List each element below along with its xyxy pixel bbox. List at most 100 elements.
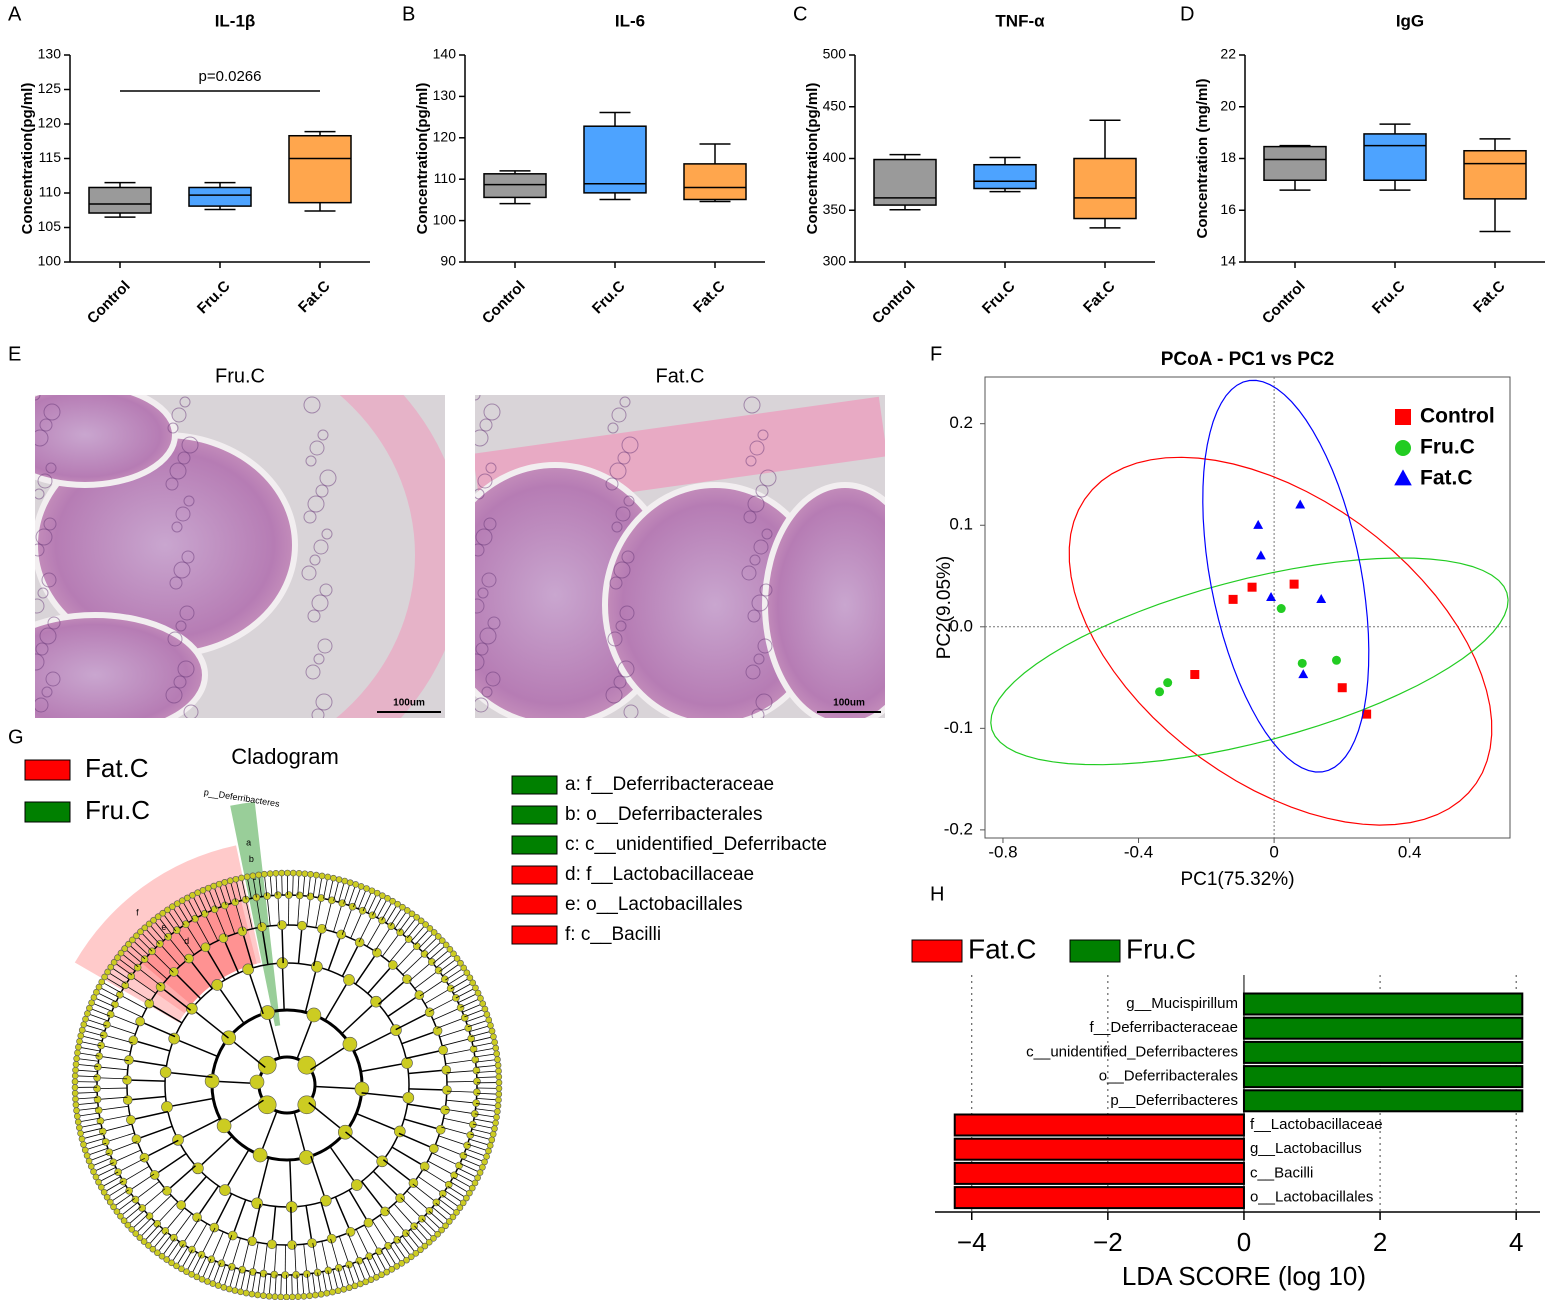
tree-node (441, 975, 449, 984)
tree-branch (467, 1019, 489, 1028)
goblet-cell (757, 429, 769, 441)
tree-branch (476, 1097, 499, 1101)
tree-node (438, 937, 446, 944)
tree-node (100, 1188, 108, 1196)
tree-node (80, 1141, 87, 1148)
tree-branch (445, 1059, 476, 1065)
tree-node (324, 873, 332, 881)
tree-branch (152, 1231, 168, 1250)
tree-node (172, 1134, 184, 1146)
tree-branch (361, 1180, 386, 1212)
y-tick-label: 130 (38, 46, 62, 62)
tree-node (495, 1096, 502, 1104)
key-label: a: f__Deferribacteraceae (565, 774, 774, 795)
goblet-cell (607, 422, 619, 434)
tree-branch (330, 1238, 340, 1268)
point (1155, 687, 1165, 697)
box (973, 163, 1037, 190)
tree-branch (353, 1029, 397, 1052)
tree-branch (321, 1241, 329, 1271)
tree-node (95, 1178, 102, 1186)
goblet-cell (175, 620, 187, 632)
key-swatch (511, 835, 558, 855)
significance-label: p=0.0266 (199, 68, 262, 85)
tree-branch (88, 1152, 110, 1162)
tree-branch (197, 1135, 233, 1169)
y-tick-label: 100 (38, 253, 62, 269)
y-tick-label: 120 (433, 129, 457, 145)
tree-node (469, 1045, 478, 1053)
bar (1242, 1089, 1524, 1113)
tree-node (74, 1112, 81, 1120)
tree-node (158, 1252, 166, 1260)
tree-branch (131, 1214, 149, 1230)
tree-node (398, 1260, 405, 1267)
tree-branch (196, 1256, 207, 1278)
legend-swatch (24, 759, 71, 781)
goblet-cell (475, 543, 485, 557)
tree-branch (86, 1147, 108, 1156)
tree-branch (445, 1108, 475, 1115)
tree-node (243, 873, 251, 881)
tree-branch (352, 1263, 361, 1285)
y-tick-label: 0.1 (949, 515, 973, 534)
tree-node (388, 1266, 396, 1273)
tree-branch (310, 1043, 351, 1071)
goblet-cell (309, 554, 321, 566)
tree-branch (107, 971, 127, 985)
point (1297, 658, 1307, 668)
chart-title: PCoA - PC1 vs PC2 (1161, 349, 1335, 370)
tree-branch (402, 1235, 417, 1254)
tree-branch (332, 1269, 339, 1291)
tree-node (467, 1034, 476, 1043)
tree-branch (246, 876, 252, 899)
tree-branch (182, 1218, 200, 1245)
goblet-cell (177, 660, 195, 678)
tree-node (168, 1259, 175, 1267)
legend-marker (1394, 469, 1412, 486)
tree-node (159, 1066, 172, 1079)
tree-branch (128, 943, 146, 960)
tree-node (449, 1213, 457, 1221)
tree-branch (350, 910, 363, 939)
y-tick-label: 130 (433, 87, 457, 103)
y-axis-label: Concentration (mg/ml) (1194, 78, 1211, 238)
tree-node (78, 1026, 86, 1034)
tree-node (267, 1239, 277, 1250)
tree-branch (408, 1069, 447, 1075)
tree-node (445, 1218, 453, 1225)
tree-node (408, 1178, 419, 1188)
tree-node (495, 1067, 502, 1075)
tree-node (383, 1268, 390, 1276)
y-tick-label: 16 (1220, 201, 1236, 217)
tree-branch (245, 1271, 251, 1294)
tree-node (395, 1193, 405, 1203)
goblet-cell (611, 521, 623, 533)
panel-letter: C (793, 3, 807, 25)
tree-branch (403, 1118, 441, 1131)
tree-branch (136, 935, 153, 952)
tree-node (186, 1002, 198, 1015)
tree-node (84, 1010, 91, 1017)
y-axis-label: Concentration(pg/ml) (414, 83, 431, 235)
tree-branch (292, 873, 294, 896)
tree-branch (101, 1045, 131, 1053)
tree-branch (362, 890, 373, 912)
tree-node (401, 1057, 413, 1069)
tree-branch (201, 1258, 212, 1280)
tree-branch (442, 962, 461, 977)
tree-branch (417, 1222, 434, 1239)
tree-node (226, 1285, 233, 1293)
tree-node (122, 1095, 133, 1105)
tree-branch (444, 1190, 464, 1204)
tree-node (472, 1099, 480, 1107)
tree-branch (327, 934, 342, 971)
point (1295, 499, 1306, 509)
tree-node (226, 877, 234, 885)
image-label: Fat.C (656, 365, 705, 387)
tree-node (183, 1268, 190, 1275)
tree-node (490, 1033, 497, 1040)
goblet-cell (317, 429, 329, 441)
tree-branch (341, 1001, 377, 1035)
cladogram-title: Cladogram (231, 744, 339, 769)
